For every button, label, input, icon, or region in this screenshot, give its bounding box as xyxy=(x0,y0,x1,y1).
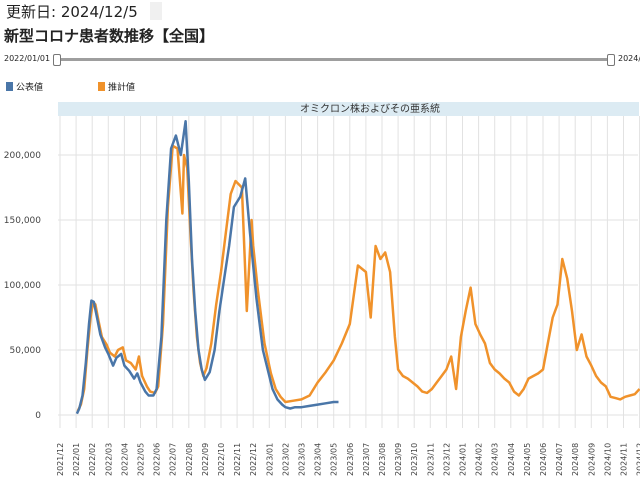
legend-item-published[interactable]: 公表値 xyxy=(6,80,43,93)
legend-label-estimated: 推計値 xyxy=(108,83,136,93)
x-tick-label: 2024/04 xyxy=(507,443,516,476)
legend-swatch-estimated xyxy=(98,82,105,91)
x-tick-label: 2024/06 xyxy=(539,443,548,476)
y-tick-label: 50,000 xyxy=(10,346,42,356)
x-tick-label: 2022/11 xyxy=(233,443,242,476)
y-tick-label: 150,000 xyxy=(4,216,41,226)
range-start-label: 2022/01/01 xyxy=(4,54,51,63)
x-tick-label: 2022/12 xyxy=(249,443,258,476)
series-line-published xyxy=(75,119,339,415)
x-tick-label: 2024/03 xyxy=(491,443,500,476)
legend-label-published: 公表値 xyxy=(16,83,44,93)
update-date-text: 更新日: 2024/12/5 xyxy=(6,3,138,21)
y-tick-label: 0 xyxy=(35,411,41,421)
x-tick-label: 2023/08 xyxy=(378,443,387,476)
x-tick-label: 2024/05 xyxy=(523,443,532,476)
chart-series xyxy=(75,119,640,415)
x-tick-label: 2024/07 xyxy=(555,443,564,476)
x-tick-label: 2022/08 xyxy=(185,443,194,476)
x-tick-label: 2022/07 xyxy=(169,443,178,476)
x-tick-label: 2023/05 xyxy=(330,443,339,476)
x-tick-label: 2023/03 xyxy=(298,443,307,476)
x-tick-label: 2024/01 xyxy=(459,443,468,476)
y-tick-label: 100,000 xyxy=(4,281,41,291)
variant-band xyxy=(58,102,639,116)
x-tick-label: 2022/10 xyxy=(217,443,226,476)
x-tick-label: 2024/08 xyxy=(571,443,580,476)
x-tick-label: 2024/11 xyxy=(620,443,629,476)
update-date-box xyxy=(149,2,162,20)
x-tick-label: 2022/02 xyxy=(88,443,97,476)
x-tick-label: 2022/01 xyxy=(72,443,81,476)
x-tick-label: 2022/05 xyxy=(137,443,146,476)
series-line-estimated xyxy=(76,144,640,412)
x-tick-label: 2024/12 xyxy=(636,443,640,476)
range-end-label: 2024/ xyxy=(618,54,640,63)
x-tick-label: 2023/11 xyxy=(426,443,435,476)
x-tick-label: 2023/07 xyxy=(362,443,371,476)
range-end-handle[interactable] xyxy=(607,54,615,66)
x-tick-label: 2023/10 xyxy=(410,443,419,476)
x-tick-label: 2021/12 xyxy=(56,443,65,476)
x-tick-label: 2022/04 xyxy=(120,443,129,476)
x-tick-label: 2022/09 xyxy=(201,443,210,476)
date-range-slider[interactable]: 2022/01/01 2024/ xyxy=(0,52,640,68)
y-axis-ticks: 0 50,000 100,000 150,000 200,000 xyxy=(4,151,41,421)
variant-band-label: オミクロン株およびその亜系統 xyxy=(300,102,440,115)
x-tick-label: 2024/02 xyxy=(475,443,484,476)
x-tick-label: 2022/06 xyxy=(153,443,162,476)
x-tick-label: 2023/01 xyxy=(265,443,274,476)
x-axis-ticks: 2021/12 2022/01 2022/02 2022/03 2022/04 2022/… xyxy=(56,443,640,476)
range-start-handle[interactable] xyxy=(53,54,61,66)
range-track[interactable] xyxy=(58,58,610,61)
x-tick-label: 2024/10 xyxy=(603,443,612,476)
update-date: 更新日: 2024/12/5 xyxy=(6,2,162,22)
legend-swatch-published xyxy=(6,82,13,91)
chart-grid xyxy=(58,116,640,428)
legend-item-estimated[interactable]: 推計値 xyxy=(98,80,135,93)
x-tick-label: 2023/06 xyxy=(346,443,355,476)
x-tick-label: 2023/12 xyxy=(442,443,451,476)
x-tick-label: 2023/09 xyxy=(394,443,403,476)
page-title: 新型コロナ患者数推移【全国】 xyxy=(4,27,215,45)
y-tick-label: 200,000 xyxy=(4,151,41,161)
x-tick-label: 2023/04 xyxy=(314,443,323,476)
x-tick-label: 2024/09 xyxy=(587,443,596,476)
x-tick-label: 2023/02 xyxy=(281,443,290,476)
x-tick-label: 2022/03 xyxy=(104,443,113,476)
